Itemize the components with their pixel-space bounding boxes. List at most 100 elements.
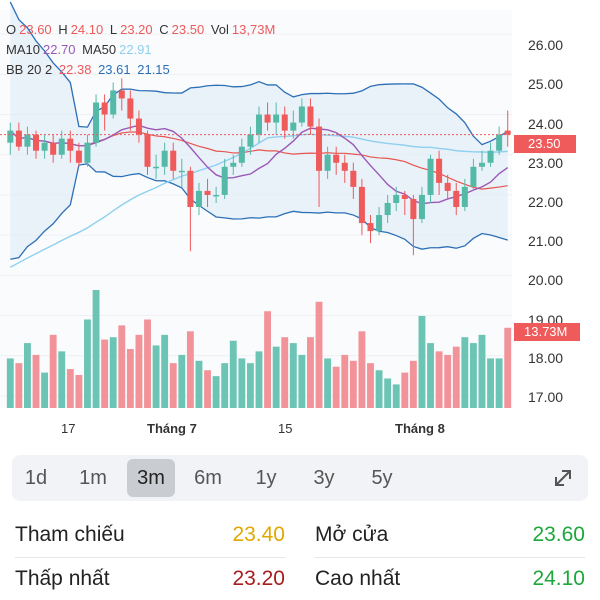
candle-body xyxy=(84,142,91,163)
range-3m-button[interactable]: 3m xyxy=(127,459,175,497)
candle-body xyxy=(144,134,151,167)
low-price-value: 23.20 xyxy=(232,567,285,590)
reference-price-label: Tham chiếu xyxy=(15,523,125,546)
volume-bar xyxy=(66,369,74,408)
volume-bar xyxy=(375,370,383,408)
candle-body xyxy=(307,106,314,127)
stock-chart[interactable]: O 23.60 H 24.10 L 23.20 C 23.50 Vol 13,73M MA… xyxy=(0,0,600,410)
volume-bar xyxy=(109,337,117,408)
candle-body xyxy=(333,154,340,163)
candle-body xyxy=(118,90,125,99)
candle-body xyxy=(418,194,425,220)
ma10-value: 22.70 xyxy=(42,42,76,57)
range-6m-button[interactable]: 6m xyxy=(194,467,222,489)
volume-bar xyxy=(315,301,323,408)
candle-body xyxy=(487,150,494,163)
candle-body xyxy=(221,166,228,195)
volume-bar xyxy=(101,339,109,408)
candle-body xyxy=(213,194,220,197)
ma50-label: MA50 xyxy=(82,42,117,57)
low-price-label: Thấp nhất xyxy=(15,567,110,590)
candle-body xyxy=(255,114,263,135)
candle-body xyxy=(33,134,40,151)
volume-bar xyxy=(392,384,400,408)
volume-bar xyxy=(195,360,203,408)
candle-body xyxy=(436,158,443,183)
candle-body xyxy=(153,166,160,169)
candle-body xyxy=(461,186,468,207)
expand-icon[interactable] xyxy=(548,463,578,493)
candle-body xyxy=(170,150,177,171)
volume-bar xyxy=(341,354,349,408)
candle-body xyxy=(496,134,503,151)
volume-bar xyxy=(135,334,143,408)
reference-price-value: 23.40 xyxy=(232,523,285,546)
candle-body xyxy=(187,170,194,207)
bb-upper: 22.38 xyxy=(58,62,92,77)
y-tick-label: 26.00 xyxy=(528,37,564,53)
volume-bar xyxy=(92,290,100,408)
volume-bar xyxy=(435,351,443,408)
candle-body xyxy=(24,134,31,147)
candle-body xyxy=(161,150,168,167)
volume-bar xyxy=(367,363,374,408)
candlestick-chart-svg[interactable] xyxy=(0,0,600,410)
range-1d-button[interactable]: 1d xyxy=(24,467,48,489)
candle-body xyxy=(298,106,305,123)
candle-body xyxy=(195,190,202,207)
ohlc-legend: O 23.60 H 24.10 L 23.20 C 23.50 Vol 13,73M xyxy=(6,22,276,37)
y-tick-label: 24.00 xyxy=(528,116,564,132)
candle-body xyxy=(470,166,477,187)
x-tick-label: 15 xyxy=(278,421,293,436)
candle-body xyxy=(135,118,142,135)
bb-lower: 21.15 xyxy=(137,62,170,77)
volume-tag: 13.73M xyxy=(514,323,580,341)
candle-body xyxy=(393,194,400,203)
ma-legend: MA10 22.70 MA50 22.91 xyxy=(6,42,155,58)
candle-body xyxy=(127,98,134,119)
candle-body xyxy=(478,162,485,167)
y-tick-label: 18.00 xyxy=(528,350,564,366)
candle-body xyxy=(341,162,348,171)
volume-bar xyxy=(478,334,486,408)
volume-bar xyxy=(58,351,66,408)
volume-bar xyxy=(401,372,409,408)
volume-bar xyxy=(221,363,229,408)
volume-bar xyxy=(504,327,512,408)
volume-bar xyxy=(186,331,194,408)
candle-body xyxy=(110,90,117,115)
bollinger-lower-line xyxy=(10,163,508,260)
candle-body xyxy=(367,223,374,232)
volume-bar xyxy=(495,358,503,408)
candle-body xyxy=(93,102,100,143)
volume-bar xyxy=(144,319,151,408)
volume-bar xyxy=(161,334,169,408)
candle-body xyxy=(324,154,331,171)
volume-bar xyxy=(418,315,426,408)
candle-body xyxy=(75,150,82,163)
candle-body xyxy=(427,158,434,195)
range-1y-button[interactable]: 1y xyxy=(255,467,277,489)
candle-body xyxy=(7,130,14,143)
range-3y-button[interactable]: 3y xyxy=(313,467,335,489)
volume-bar xyxy=(238,358,246,408)
candle-body xyxy=(273,114,280,123)
candle-body xyxy=(15,130,22,147)
volume-bar xyxy=(281,337,289,408)
volume-bar xyxy=(152,345,160,408)
volume-bar xyxy=(229,340,237,408)
volume-bar xyxy=(444,354,452,408)
x-tick-label: 17 xyxy=(61,421,76,436)
candle-body xyxy=(247,134,254,147)
y-tick-label: 22.00 xyxy=(528,194,564,210)
divider xyxy=(15,557,285,558)
candle-body xyxy=(401,194,408,199)
range-5y-button[interactable]: 5y xyxy=(371,467,393,489)
candle-body xyxy=(50,142,57,155)
candle-body xyxy=(264,114,271,123)
range-1m-button[interactable]: 1m xyxy=(79,467,107,489)
volume-bar xyxy=(332,366,340,408)
candle-body xyxy=(350,170,357,187)
open-price-label: Mở cửa xyxy=(315,523,389,546)
y-tick-label: 20.00 xyxy=(528,272,564,288)
